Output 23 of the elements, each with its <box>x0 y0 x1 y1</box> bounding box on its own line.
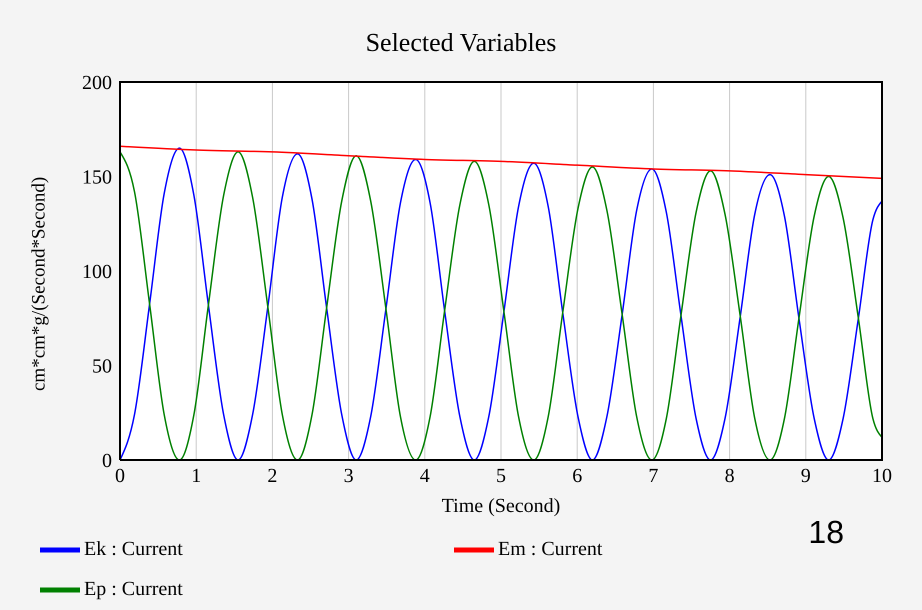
x-tick-label: 3 <box>344 465 354 488</box>
y-axis-title: cm*cm*g/(Second*Second) <box>28 176 50 391</box>
text: 18 <box>808 514 844 551</box>
legend-label: Em : Current <box>498 538 602 560</box>
legend-label: Ek : Current <box>84 536 184 562</box>
x-tick-label: 1 <box>191 465 202 488</box>
x-tick-label: 2 <box>267 465 278 488</box>
x-axis-title: Time (Second) <box>442 495 560 517</box>
x-tick-label: 6 <box>572 465 582 488</box>
x-tick-label: 4 <box>420 465 430 488</box>
y-tick-label: 200 <box>82 72 112 94</box>
y-tick-label: 0 <box>102 450 112 472</box>
line-series <box>120 146 882 180</box>
x-tick-label: 9 <box>800 465 811 488</box>
chart-title: Selected Variables <box>364 28 558 58</box>
legend-label: Ep : Current <box>84 576 184 602</box>
x-tick-label: 5 <box>496 465 506 488</box>
y-tick-label: 100 <box>82 261 112 284</box>
x-tick-label: 10 <box>872 465 892 488</box>
y-tick-label: 150 <box>82 166 112 189</box>
y-tick-label: 50 <box>92 356 112 378</box>
x-tick-label: 7 <box>648 465 658 488</box>
x-tick-label: 8 <box>724 465 735 488</box>
